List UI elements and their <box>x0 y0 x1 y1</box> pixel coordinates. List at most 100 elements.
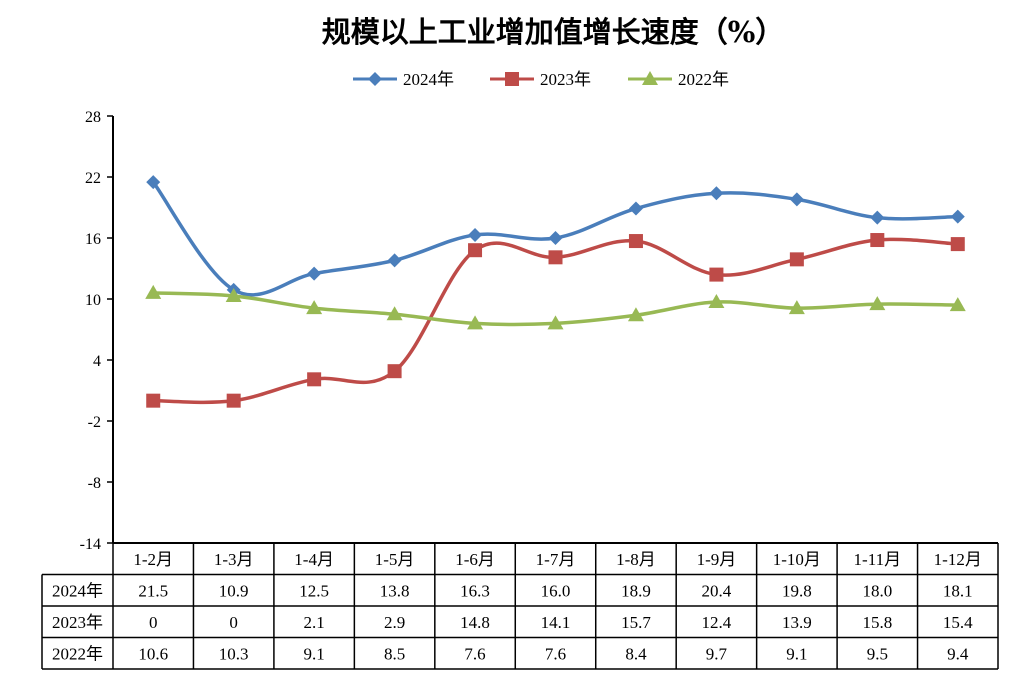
table-row-header: 2024年 <box>52 581 103 600</box>
x-category-label: 1-5月 <box>375 550 415 569</box>
data-point <box>468 227 483 242</box>
table-cell-value: 20.4 <box>702 581 732 600</box>
table-cell-value: 9.4 <box>947 644 969 663</box>
data-point <box>869 296 886 311</box>
table-cell-value: 2.9 <box>384 613 405 632</box>
table-cell-value: 15.7 <box>621 613 651 632</box>
table-row-header: 2023年 <box>52 613 103 632</box>
data-point <box>386 306 403 321</box>
x-category-label: 1-6月 <box>455 550 495 569</box>
table-cell-value: 9.7 <box>706 644 728 663</box>
table-cell-value: 15.4 <box>943 613 973 632</box>
table-cell-value: 10.3 <box>219 644 249 663</box>
data-table: 1-2月 1-3月 1-4月 1-5月 1-6月 1-7月 1-8月 1-9月 1-10月 1-1… <box>41 542 999 670</box>
series-0 <box>146 175 965 297</box>
legend-label: 2022年 <box>678 70 729 89</box>
x-category-label: 1-3月 <box>214 550 254 569</box>
data-point <box>788 300 805 315</box>
data-point <box>306 300 323 315</box>
data-point <box>628 234 643 249</box>
x-category-label: 1-4月 <box>294 550 334 569</box>
legend-marker <box>505 72 519 86</box>
table-cell-value: 8.5 <box>384 644 405 663</box>
series-2 <box>145 284 966 330</box>
table-cell-value: 12.5 <box>299 581 329 600</box>
data-point <box>870 233 885 248</box>
table-cell-value: 0 <box>229 613 238 632</box>
table-cell-value: 0 <box>149 613 158 632</box>
x-category-label: 1-7月 <box>536 550 576 569</box>
legend-label: 2023年 <box>540 70 591 89</box>
data-point <box>870 210 885 225</box>
table-cell-value: 16.0 <box>541 581 571 600</box>
table-cell-value: 14.1 <box>541 613 571 632</box>
table-cell-value: 13.8 <box>380 581 410 600</box>
table-cell-value: 8.4 <box>625 644 647 663</box>
legend: 2024年 2023年 2022年 <box>353 70 729 89</box>
y-tick-label: -14 <box>80 536 101 553</box>
x-category-label: 1-11月 <box>854 550 902 569</box>
data-point <box>468 243 483 258</box>
legend-marker <box>368 72 382 86</box>
data-point <box>709 186 724 201</box>
table-cell-value: 21.5 <box>138 581 168 600</box>
table-cell-value: 2.1 <box>304 613 325 632</box>
table-cell-value: 9.5 <box>867 644 888 663</box>
table-cell-value: 18.0 <box>862 581 892 600</box>
data-point <box>467 315 484 330</box>
data-point <box>225 287 242 302</box>
series-1 <box>146 233 965 408</box>
data-point <box>950 209 965 224</box>
x-category-label: 1-9月 <box>697 550 737 569</box>
legend-marker <box>642 71 658 85</box>
data-point <box>307 266 322 281</box>
table-cell-value: 9.1 <box>786 644 807 663</box>
table-cell-value: 9.1 <box>304 644 325 663</box>
data-point <box>789 192 804 207</box>
x-category-label: 1-8月 <box>616 550 656 569</box>
data-point <box>627 307 644 322</box>
y-tick-label: 28 <box>85 109 101 126</box>
y-tick-label: 22 <box>85 170 101 187</box>
table-row-header: 2022年 <box>52 644 103 663</box>
axes: 28 22 16 10 4 -2 -8 -14 <box>80 109 114 553</box>
y-tick-label: 16 <box>85 231 101 248</box>
table-cell-value: 18.9 <box>621 581 651 600</box>
y-tick-label: -2 <box>88 414 101 431</box>
table-cell-value: 13.9 <box>782 613 812 632</box>
data-point <box>949 297 966 312</box>
data-point <box>145 284 162 299</box>
table-cell-value: 12.4 <box>702 613 732 632</box>
x-category-label: 1-10月 <box>773 550 821 569</box>
table-cell-value: 7.6 <box>464 644 485 663</box>
legend-label: 2024年 <box>403 70 454 89</box>
data-point <box>709 267 724 282</box>
chart-title: 规模以上工业增加值增长速度（%） <box>322 15 785 49</box>
data-point <box>146 175 161 190</box>
series-layer <box>145 175 966 408</box>
y-tick-label: 4 <box>93 353 101 370</box>
table-cell-value: 15.8 <box>862 613 892 632</box>
data-point <box>226 393 241 408</box>
table-cell-value: 18.1 <box>943 581 973 600</box>
y-tick-label: -8 <box>88 475 101 492</box>
data-point <box>628 201 643 216</box>
data-point <box>950 237 965 252</box>
data-point <box>146 393 161 408</box>
table-cell-value: 10.6 <box>138 644 168 663</box>
data-point <box>387 364 402 379</box>
table-cell-value: 19.8 <box>782 581 812 600</box>
table-cell-value: 10.9 <box>219 581 249 600</box>
data-point <box>548 250 563 265</box>
data-point <box>307 372 322 387</box>
x-category-label: 1-12月 <box>934 550 982 569</box>
x-category-label: 1-2月 <box>133 550 173 569</box>
data-point <box>548 231 563 245</box>
table-cell-value: 7.6 <box>545 644 566 663</box>
data-point <box>708 294 725 309</box>
table-cell-value: 16.3 <box>460 581 490 600</box>
data-point <box>387 253 402 268</box>
data-point <box>547 315 564 330</box>
data-point <box>789 252 804 267</box>
